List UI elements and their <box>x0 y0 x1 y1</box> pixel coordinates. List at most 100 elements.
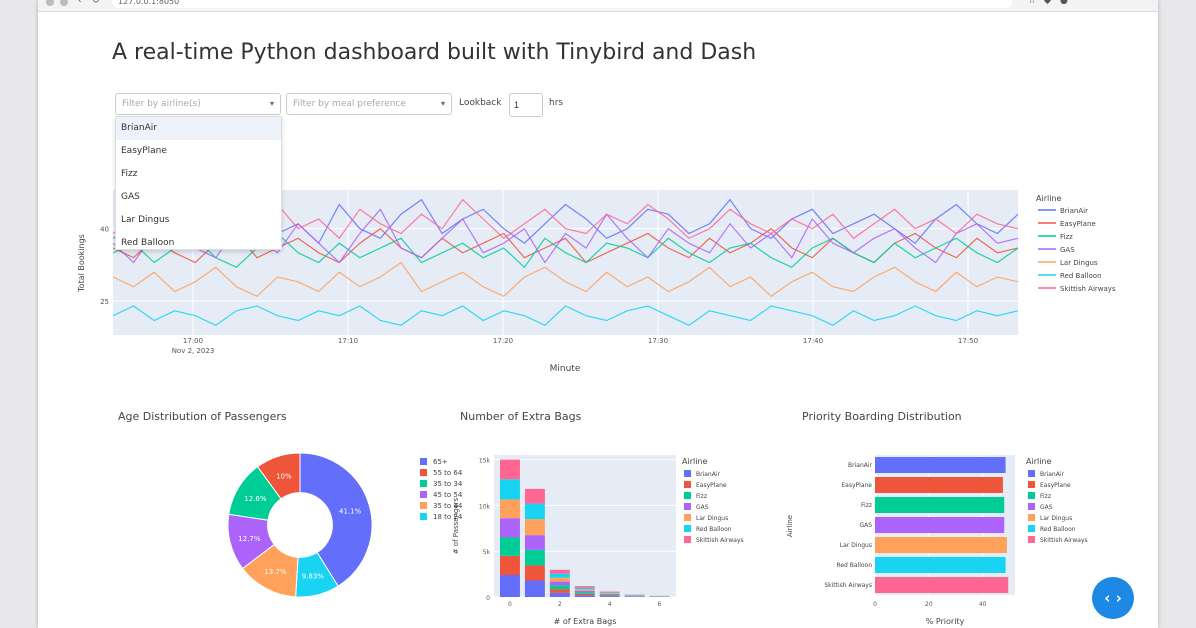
donut-legend-swatch <box>420 458 427 465</box>
airline-option[interactable]: Lar Dingus <box>121 215 170 225</box>
bags-bar-segment <box>500 537 520 556</box>
bags-bar-segment <box>599 592 620 594</box>
priority-legend-swatch <box>1028 481 1035 488</box>
bags-bar-segment <box>500 499 520 519</box>
bags-bar-segment <box>524 565 545 581</box>
priority-legend-title: Airline <box>1026 457 1052 466</box>
line-legend-entry: Skittish Airways <box>1060 285 1116 293</box>
priority-bar <box>875 557 1006 573</box>
browser-toolbar: ‹ ↻ 127.0.0.1:8050 ☆ ◆ ● <box>38 0 1158 12</box>
priority-legend-swatch <box>1028 536 1035 543</box>
bookmark-icon[interactable]: ☆ <box>1028 0 1037 6</box>
bags-y-axis-label: # of Passengers <box>452 497 460 554</box>
bags-bar-segment <box>524 488 545 504</box>
airline-option[interactable]: Red Balloon <box>121 238 175 248</box>
priority-x-tick: 40 <box>979 601 987 608</box>
bags-legend-entry: EasyPlane <box>696 482 727 489</box>
priority-x-tick: 0 <box>873 601 877 608</box>
line-x-tick: 17:20 <box>493 337 513 345</box>
bags-bar-segment <box>524 580 545 597</box>
meal-filter-dropdown[interactable]: Filter by meal preference ▾ <box>286 93 452 115</box>
line-legend-title: Airline <box>1036 194 1062 203</box>
bags-y-tick: 15k <box>479 458 491 465</box>
age-chart-title: Age Distribution of Passengers <box>118 410 287 423</box>
bags-legend-swatch <box>684 492 691 499</box>
priority-bar <box>875 577 1009 593</box>
line-x-tick: 17:30 <box>648 337 668 345</box>
code-toggle-button[interactable]: ‹ › <box>1092 577 1134 619</box>
priority-y-axis-label: Airline <box>786 515 794 537</box>
profile-icon[interactable]: ● <box>1060 0 1068 6</box>
line-x-subtick: Nov 2, 2023 <box>172 347 215 355</box>
priority-legend-swatch <box>1028 492 1035 499</box>
priority-bar <box>875 537 1007 553</box>
bags-bar-segment <box>500 479 520 500</box>
bags-bar-segment <box>599 595 620 597</box>
airline-option[interactable]: EasyPlane <box>121 146 167 156</box>
bags-bar-segment <box>500 518 520 538</box>
donut-legend-swatch <box>420 502 427 509</box>
airline-option[interactable]: Fizz <box>121 169 138 179</box>
airline-dropdown-menu: BrianAir EasyPlane Fizz GAS Lar Dingus R… <box>115 116 282 250</box>
donut-slice-label: 41.1% <box>339 508 362 516</box>
hrs-label: hrs <box>549 98 564 108</box>
window-dot[interactable] <box>60 0 68 6</box>
bags-legend-swatch <box>684 470 691 477</box>
priority-x-axis-label: % Priority <box>926 617 965 626</box>
priority-bar <box>875 477 1003 493</box>
bags-legend-swatch <box>684 481 691 488</box>
donut-legend-entry: 35 to 34 <box>433 480 463 488</box>
airline-option[interactable]: GAS <box>121 192 140 202</box>
donut-slice <box>299 452 373 587</box>
address-bar[interactable]: 127.0.0.1:8050 <box>112 0 1012 8</box>
priority-y-tick: Skittish Airways <box>824 582 872 589</box>
bags-bar-segment <box>549 589 570 593</box>
extension-icon[interactable]: ◆ <box>1044 0 1051 6</box>
bags-bar-segment <box>549 581 570 586</box>
code-icon: ‹ › <box>1104 589 1122 607</box>
line-series-red-balloon <box>112 305 1019 327</box>
bags-legend-swatch <box>684 536 691 543</box>
priority-y-tick: BrianAir <box>848 462 873 469</box>
donut-slice <box>256 452 301 500</box>
bags-x-axis-label: # of Extra Bags <box>554 617 617 626</box>
line-legend-entry: Fizz <box>1060 233 1073 241</box>
meal-filter-placeholder: Filter by meal preference <box>293 99 406 109</box>
bags-bar-segment <box>500 459 520 480</box>
bags-y-tick: 10k <box>479 503 491 510</box>
bags-legend-entry: BrianAir <box>696 471 721 478</box>
browser-window: ‹ ↻ 127.0.0.1:8050 ☆ ◆ ● A real-time Pyt… <box>38 0 1158 628</box>
lookback-input[interactable] <box>509 93 543 117</box>
priority-legend-swatch <box>1028 503 1035 510</box>
bags-bar-segment <box>599 594 620 596</box>
priority-y-tick: GAS <box>859 522 872 529</box>
window-dot[interactable] <box>46 0 54 6</box>
bags-legend-swatch <box>684 525 691 532</box>
line-y-tick: 40 <box>100 226 109 234</box>
age-donut-chart[interactable]: 41.1% 9.83% 13.7% 12.7% 12.6% 10% 65+ 55 to 64… <box>168 440 468 610</box>
airline-option[interactable]: BrianAir <box>116 117 281 140</box>
donut-slice-label: 10% <box>276 472 292 480</box>
line-legend-entry: EasyPlane <box>1060 220 1096 228</box>
priority-y-tick: EasyPlane <box>841 482 872 489</box>
line-x-tick: 17:00 <box>183 337 203 345</box>
donut-legend-entry: 55 to 64 <box>433 469 463 477</box>
back-icon[interactable]: ‹ <box>78 0 82 6</box>
bags-chart-title: Number of Extra Bags <box>460 410 582 423</box>
line-series-lar-dingus <box>112 261 1019 298</box>
bags-legend-entry: Skittish Airways <box>696 537 744 544</box>
donut-legend-swatch <box>420 480 427 487</box>
line-y-tick: 25 <box>100 298 109 306</box>
airline-filter-dropdown[interactable]: Filter by airline(s) ▾ <box>115 93 281 115</box>
bags-bar-segment <box>599 593 620 595</box>
line-legend-entry: Lar Dingus <box>1060 259 1098 267</box>
bags-bar-segment <box>549 577 570 582</box>
reload-icon[interactable]: ↻ <box>92 0 100 6</box>
bags-legend-entry: GAS <box>696 504 709 511</box>
extra-bags-bar-chart[interactable]: 0 5k 10k 15k 0 2 4 6 # of Passengers # of Extra… <box>438 440 778 628</box>
bags-bar-segment <box>549 592 570 597</box>
priority-legend-swatch <box>1028 470 1035 477</box>
donut-legend-entry: 35 to 44 <box>433 502 463 510</box>
priority-bar-chart[interactable]: 0 20 40 BrianAir EasyPlane Fizz GAS Lar Dingus R… <box>778 440 1158 628</box>
bags-bar-segment <box>574 589 595 591</box>
